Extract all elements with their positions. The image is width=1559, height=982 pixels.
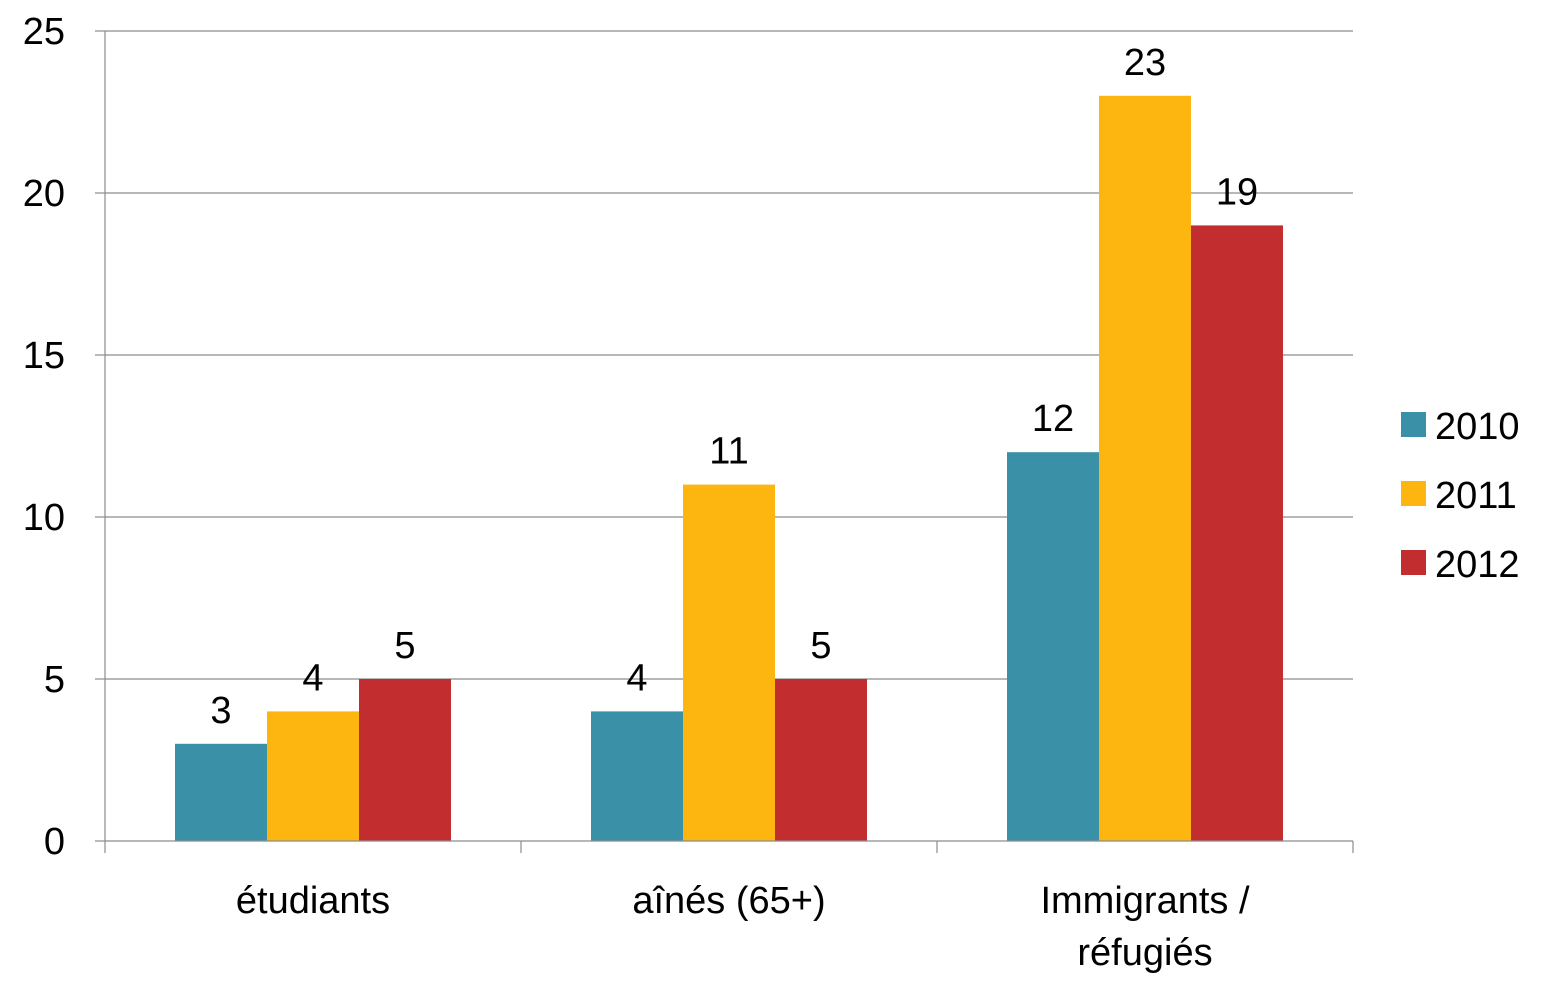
data-label: 4: [302, 657, 323, 699]
bar-2011-0: [267, 711, 359, 841]
legend-swatch: [1401, 550, 1426, 575]
legend-label: 2012: [1435, 544, 1520, 586]
x-category-label: Immigrants /: [1040, 880, 1249, 922]
y-tick-label: 20: [23, 173, 65, 215]
bar-2011-1: [683, 484, 775, 841]
y-tick-label: 25: [23, 11, 65, 53]
bar-2010-1: [591, 711, 683, 841]
y-tick-label: 0: [44, 821, 65, 863]
y-tick-label: 10: [23, 497, 65, 539]
data-label: 5: [810, 625, 831, 667]
data-label: 19: [1216, 171, 1258, 213]
legend-label: 2011: [1435, 475, 1517, 517]
data-label: 5: [394, 625, 415, 667]
data-label: 3: [210, 690, 231, 732]
bars: [175, 95, 1283, 842]
bar-2010-0: [175, 743, 267, 841]
x-category-label: étudiants: [236, 880, 390, 922]
x-category-label: réfugiés: [1077, 932, 1212, 974]
data-label: 23: [1124, 42, 1166, 84]
bar-2011-2: [1099, 95, 1191, 842]
bar-2010-2: [1007, 452, 1099, 841]
legend: 2010 2011 2012: [1401, 406, 1520, 586]
data-label: 12: [1032, 398, 1074, 440]
y-tick-label: 15: [23, 335, 65, 377]
data-label: 11: [709, 431, 748, 473]
bar-2012-0: [359, 679, 451, 841]
data-label: 4: [626, 657, 647, 699]
bar-2012-2: [1191, 225, 1283, 841]
y-tick-label: 5: [44, 659, 65, 701]
legend-swatch: [1401, 481, 1426, 506]
x-category-label: aînés (65+): [632, 880, 825, 922]
legend-label: 2010: [1435, 406, 1520, 448]
legend-swatch: [1401, 412, 1426, 437]
bar-2012-1: [775, 679, 867, 841]
data-labels: 3 4 5 4 11 5 12 23 19: [210, 42, 1258, 732]
axes: 0 5 10 15 20 25 étudiants aînés (65+) Immigrants…: [23, 11, 1354, 974]
